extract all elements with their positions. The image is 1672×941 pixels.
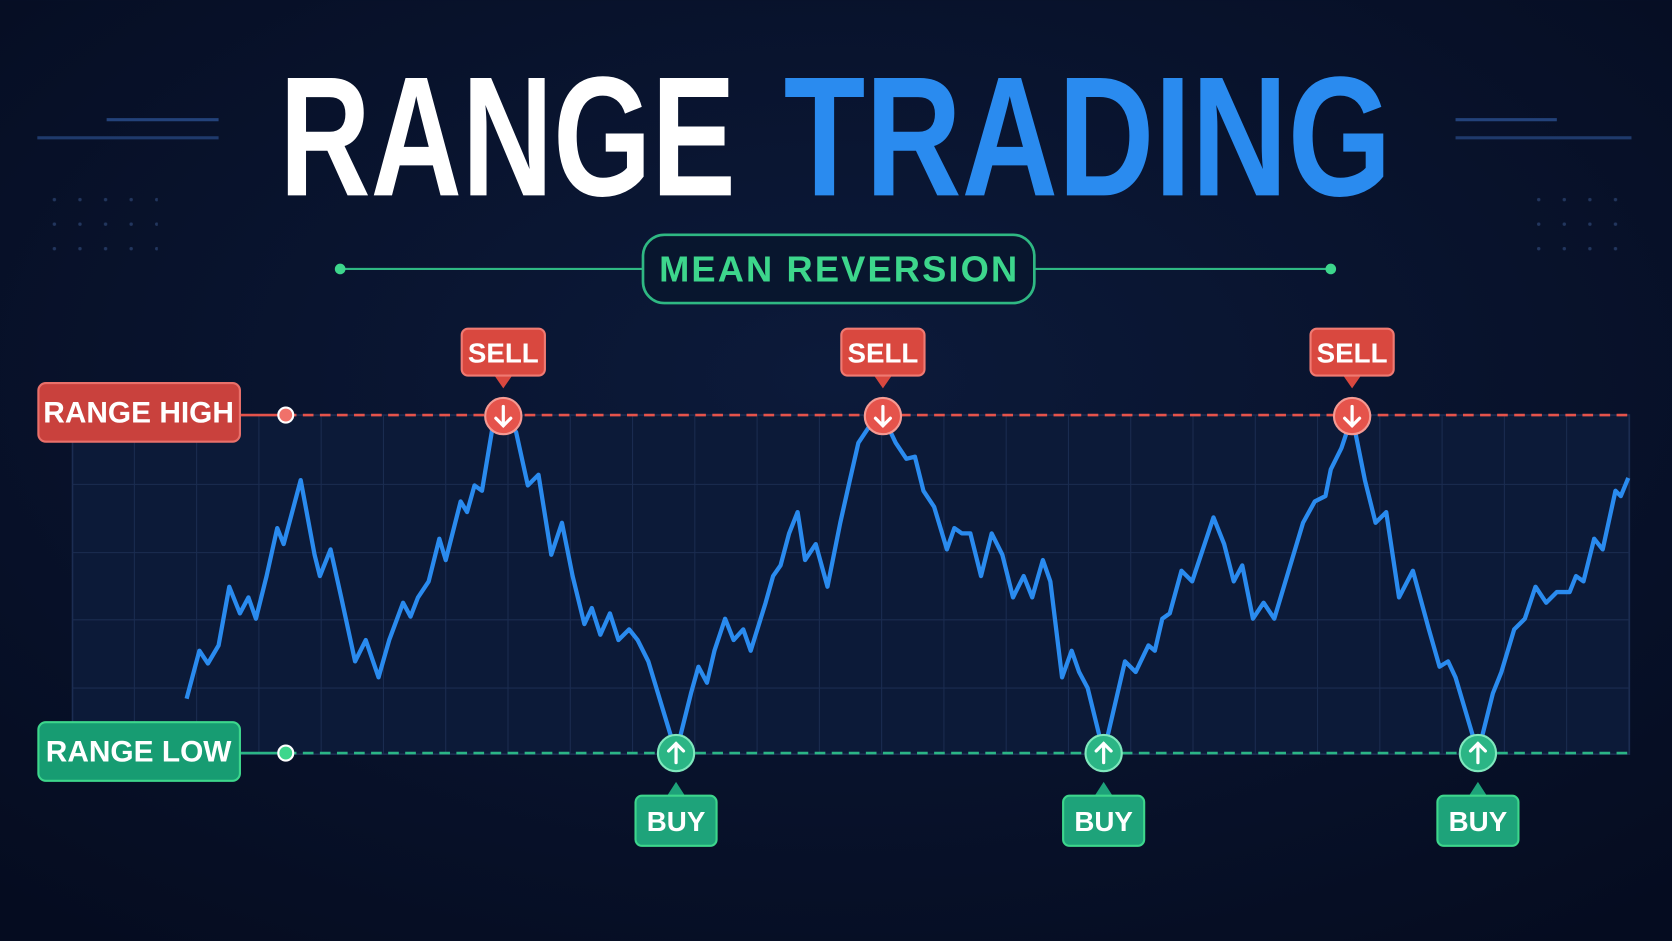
range-low-label: RANGE LOW [46, 736, 233, 769]
sell-badge [840, 327, 926, 377]
range-high-label: RANGE HIGH [43, 396, 234, 429]
title-first: RANGE [279, 42, 735, 232]
sell-label: SELL [468, 338, 539, 369]
buy-badge [1062, 794, 1146, 847]
sell-label: SELL [1317, 338, 1388, 369]
buy-pointer [1468, 781, 1488, 797]
subtitle-pill [334, 233, 1337, 305]
buy-label: BUY [1074, 806, 1133, 837]
title-second: TRADING [784, 42, 1392, 232]
down-arrow [494, 404, 513, 428]
down-arrow [873, 404, 892, 428]
sell-badge [1309, 327, 1395, 377]
sell-label: SELL [847, 338, 918, 369]
up-arrow [1468, 741, 1487, 765]
down-arrow [1343, 404, 1362, 428]
buy-badge [634, 794, 718, 847]
subtitle: MEAN REVERSION [659, 248, 1019, 289]
range-low-line [37, 721, 1630, 782]
buy-pointer [1094, 781, 1114, 797]
buy-label: BUY [1449, 806, 1508, 837]
buy-badge [1436, 794, 1520, 847]
up-arrow [1094, 741, 1113, 765]
sell-pointer [1342, 374, 1362, 389]
price-line [184, 413, 1631, 756]
decor [37, 118, 1634, 271]
up-arrow [666, 741, 686, 765]
sell-pointer [873, 374, 893, 389]
buy-pointer [666, 781, 686, 797]
sell-badge [460, 327, 546, 377]
sell-pointer [493, 374, 513, 389]
buy-label: BUY [647, 806, 706, 837]
